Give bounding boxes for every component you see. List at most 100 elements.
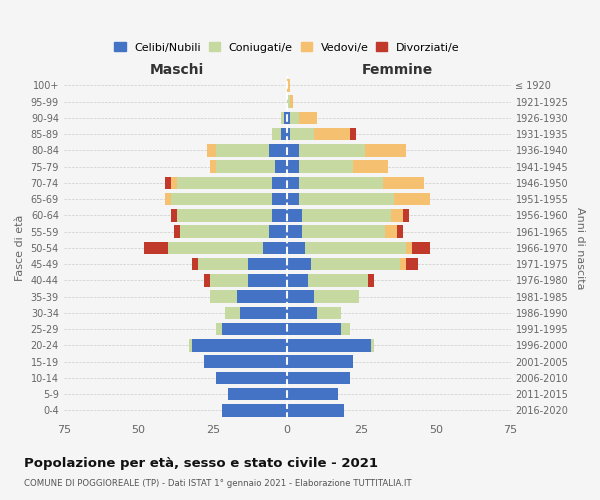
Bar [287, 193, 299, 205]
Bar [216, 323, 221, 336]
Bar [287, 160, 299, 173]
Bar [165, 193, 171, 205]
Bar [216, 160, 275, 173]
Bar [281, 128, 287, 140]
Bar [239, 306, 287, 319]
Bar [198, 258, 248, 270]
Bar [391, 209, 403, 222]
Bar [248, 274, 287, 286]
Bar [171, 209, 177, 222]
Bar [308, 274, 368, 286]
Text: COMUNE DI POGGIOREALE (TP) - Dati ISTAT 1° gennaio 2021 - Elaborazione TUTTITALI: COMUNE DI POGGIOREALE (TP) - Dati ISTAT … [24, 479, 412, 488]
Bar [299, 144, 365, 156]
Bar [287, 372, 350, 384]
Bar [394, 193, 430, 205]
Bar [287, 128, 290, 140]
Bar [221, 404, 287, 416]
Bar [248, 258, 287, 270]
Bar [177, 176, 272, 189]
Text: Popolazione per età, sesso e stato civile - 2021: Popolazione per età, sesso e stato civil… [24, 458, 378, 470]
Bar [224, 306, 239, 319]
Bar [287, 258, 311, 270]
Bar [287, 209, 302, 222]
Bar [287, 176, 299, 189]
Bar [210, 290, 236, 303]
Bar [299, 160, 353, 173]
Bar [287, 144, 299, 156]
Bar [412, 242, 430, 254]
Bar [269, 226, 287, 238]
Bar [171, 193, 272, 205]
Bar [281, 112, 284, 124]
Bar [299, 112, 317, 124]
Bar [171, 176, 177, 189]
Bar [272, 209, 287, 222]
Bar [397, 226, 403, 238]
Bar [311, 258, 400, 270]
Bar [403, 209, 409, 222]
Text: Maschi: Maschi [150, 64, 204, 78]
Bar [290, 96, 293, 108]
Bar [287, 226, 302, 238]
Bar [216, 144, 269, 156]
Bar [221, 323, 287, 336]
Bar [192, 258, 198, 270]
Bar [350, 128, 356, 140]
Bar [272, 193, 287, 205]
Bar [287, 112, 290, 124]
Bar [302, 226, 385, 238]
Bar [269, 144, 287, 156]
Legend: Celibi/Nubili, Coniugati/e, Vedovi/e, Divorziati/e: Celibi/Nubili, Coniugati/e, Vedovi/e, Di… [112, 40, 462, 54]
Bar [287, 274, 308, 286]
Bar [299, 176, 383, 189]
Bar [287, 242, 305, 254]
Bar [192, 339, 287, 351]
Y-axis label: Fasce di età: Fasce di età [15, 214, 25, 281]
Y-axis label: Anni di nascita: Anni di nascita [575, 206, 585, 289]
Bar [287, 306, 317, 319]
Bar [314, 128, 350, 140]
Bar [263, 242, 287, 254]
Bar [406, 258, 418, 270]
Bar [204, 356, 287, 368]
Text: Femmine: Femmine [362, 64, 433, 78]
Bar [168, 242, 263, 254]
Bar [189, 339, 192, 351]
Bar [210, 160, 216, 173]
Bar [287, 388, 338, 400]
Bar [400, 258, 406, 270]
Bar [302, 209, 391, 222]
Bar [227, 388, 287, 400]
Bar [353, 160, 388, 173]
Bar [314, 290, 359, 303]
Bar [236, 290, 287, 303]
Bar [371, 339, 374, 351]
Bar [368, 274, 374, 286]
Bar [299, 193, 394, 205]
Bar [207, 144, 216, 156]
Bar [287, 404, 344, 416]
Bar [216, 372, 287, 384]
Bar [305, 242, 406, 254]
Bar [180, 226, 269, 238]
Bar [317, 306, 341, 319]
Bar [287, 323, 341, 336]
Bar [290, 112, 299, 124]
Bar [365, 144, 406, 156]
Bar [284, 112, 287, 124]
Bar [406, 242, 412, 254]
Bar [341, 323, 350, 336]
Bar [290, 128, 314, 140]
Bar [287, 79, 290, 92]
Bar [174, 226, 180, 238]
Bar [144, 242, 168, 254]
Bar [210, 274, 248, 286]
Bar [385, 226, 397, 238]
Bar [287, 96, 290, 108]
Bar [275, 160, 287, 173]
Bar [272, 128, 281, 140]
Bar [287, 339, 371, 351]
Bar [204, 274, 210, 286]
Bar [383, 176, 424, 189]
Bar [177, 209, 272, 222]
